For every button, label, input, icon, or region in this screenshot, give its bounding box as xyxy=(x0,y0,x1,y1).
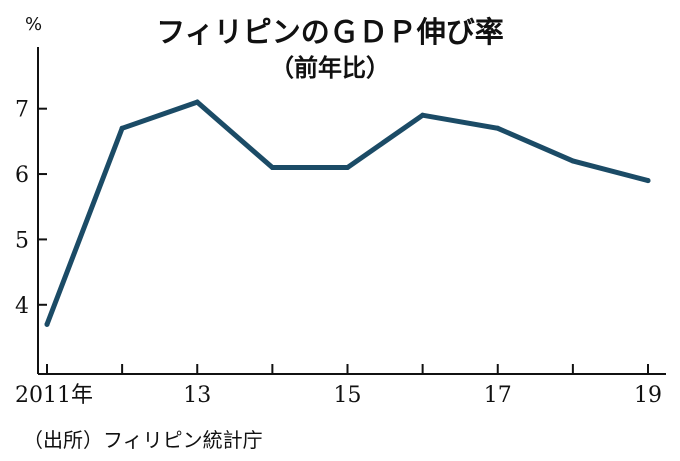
gdp-growth-series-line xyxy=(44,99,651,327)
data-point-2016 xyxy=(420,112,426,118)
data-point-2011 xyxy=(44,321,50,327)
y-tick-label-4: 4 xyxy=(15,294,29,319)
y-tick-label-7: 7 xyxy=(15,98,29,123)
data-point-2017 xyxy=(495,125,501,131)
data-point-2012 xyxy=(119,125,125,131)
x-tick-label-2015: 15 xyxy=(334,383,362,408)
data-point-2014 xyxy=(269,165,275,171)
x-tick-label-2019: 19 xyxy=(634,383,662,408)
data-point-2019 xyxy=(645,178,651,184)
x-tick-label-2011: 2011年 xyxy=(15,383,93,408)
x-tick-label-2013: 13 xyxy=(183,383,211,408)
x-ticks-group: 2011年 13 15 17 19 xyxy=(15,364,662,408)
data-point-2013 xyxy=(194,99,200,105)
data-point-2015 xyxy=(345,165,350,171)
y-tick-label-6: 6 xyxy=(15,163,29,188)
y-ticks-group: 4 5 6 7 xyxy=(15,98,47,319)
x-tick-label-2017: 17 xyxy=(484,383,512,408)
source-note: （出所）フィリピン統計庁 xyxy=(23,428,263,452)
chart-subtitle: （前年比） xyxy=(270,54,390,82)
gdp-growth-points xyxy=(44,99,651,327)
y-axis-unit-label: % xyxy=(25,14,42,35)
data-point-2018 xyxy=(570,158,576,164)
chart-title: フィリピンのＧＤＰ伸び率 xyxy=(156,15,503,49)
y-tick-label-5: 5 xyxy=(15,228,29,253)
